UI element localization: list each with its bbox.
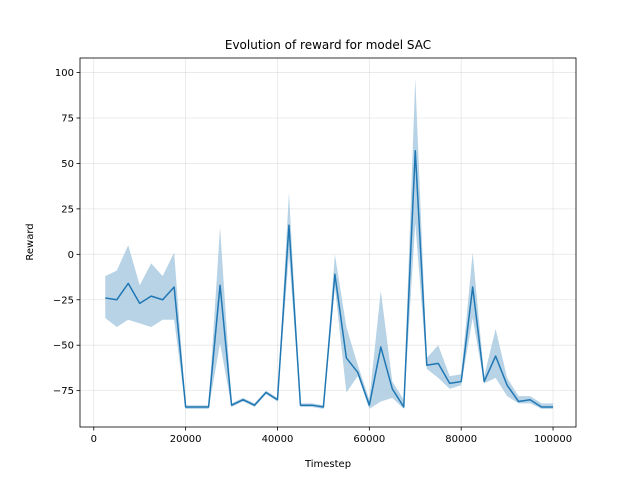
y-tick-label: 75 [61,113,74,124]
chart-title: Evolution of reward for model SAC [225,38,431,52]
y-tick-label: 0 [68,250,74,261]
x-tick-label: 0 [91,434,97,445]
x-tick-label: 100000 [534,434,572,445]
x-tick-label: 80000 [445,434,477,445]
x-tick-label: 40000 [262,434,294,445]
y-tick-label: 25 [61,204,74,215]
plot-area-frame [79,57,577,428]
reward-confidence-band [105,78,554,409]
y-tick-label: −25 [53,295,74,306]
mean-line-layer [105,149,554,408]
x-tick-label: 20000 [170,434,202,445]
y-tick-label: 100 [55,68,74,79]
y-tick-label: −50 [53,341,74,352]
x-axis-label: Timestep [304,459,351,470]
y-tick-label: 50 [61,159,74,170]
mean-reward-line [105,149,554,408]
x-axis-ticks: 0 20000 40000 60000 80000 100000 [91,427,572,445]
confidence-band-layer [105,78,554,409]
x-tick-label: 60000 [353,434,385,445]
y-tick-label: −75 [53,386,74,397]
y-axis-ticks: −75 −50 −25 0 25 50 75 100 [53,68,80,397]
y-axis-label: Reward [25,223,36,260]
